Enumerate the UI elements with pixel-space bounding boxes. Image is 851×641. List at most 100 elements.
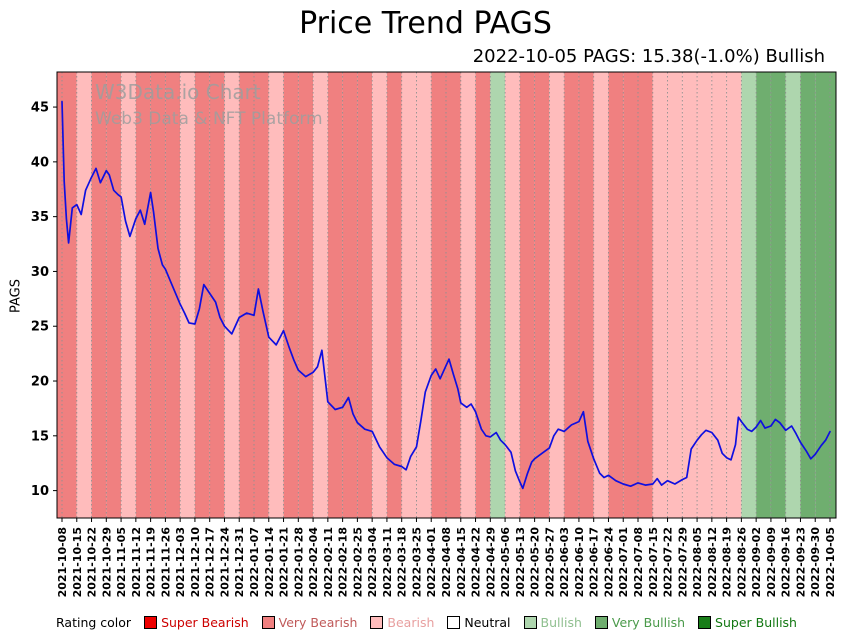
- rating-band: [578, 72, 594, 518]
- rating-band: [549, 72, 565, 518]
- super-bullish-swatch-icon: [698, 616, 712, 629]
- x-tick-label: 2022-04-22: [470, 527, 483, 597]
- legend-item-label: Super Bullish: [715, 615, 797, 630]
- x-tick-label: 2022-09-09: [765, 527, 778, 597]
- x-tick-label: 2022-02-25: [351, 527, 364, 597]
- rating-band: [342, 72, 358, 518]
- rating-band: [505, 72, 520, 518]
- x-tick-label: 2022-01-28: [292, 527, 305, 597]
- legend-item-label: Very Bullish: [611, 615, 686, 630]
- legend-item-very-bullish: Very Bullish: [594, 615, 686, 630]
- x-tick-label: 2022-08-12: [706, 527, 719, 597]
- rating-band: [667, 72, 683, 518]
- x-tick-label: 2022-06-24: [602, 527, 615, 598]
- rating-band: [254, 72, 269, 518]
- rating-band: [711, 72, 727, 518]
- x-tick-label: 2022-02-04: [307, 527, 320, 598]
- x-tick-label: 2022-05-20: [529, 527, 542, 598]
- x-tick-label: 2022-09-30: [809, 527, 822, 598]
- rating-band: [76, 72, 92, 518]
- rating-band: [180, 72, 195, 518]
- neutral-swatch-icon: [447, 616, 461, 629]
- y-tick-label: 15: [31, 429, 49, 444]
- bearish-swatch-icon: [370, 616, 384, 629]
- x-tick-label: 2022-09-02: [750, 527, 763, 597]
- x-tick-label: 2022-04-15: [455, 527, 468, 597]
- x-tick-label: 2022-07-08: [632, 527, 645, 597]
- x-tick-label: 2021-12-17: [204, 527, 217, 597]
- x-tick-label: 2022-02-11: [322, 527, 335, 597]
- x-tick-label: 2021-12-31: [233, 527, 246, 597]
- x-tick-label: 2022-03-18: [396, 527, 409, 597]
- x-tick-label: 2022-05-13: [514, 527, 527, 597]
- bullish-swatch-icon: [523, 616, 537, 629]
- legend-item-label: Neutral: [464, 615, 511, 630]
- rating-band: [815, 72, 830, 518]
- rating-band: [91, 72, 107, 518]
- x-tick-label: 2022-01-07: [248, 527, 261, 597]
- page-title: Price Trend PAGS: [299, 6, 552, 41]
- x-tick-label: 2022-05-06: [499, 527, 512, 598]
- x-tick-label: 2022-10-05: [824, 527, 837, 597]
- y-tick-label: 10: [31, 484, 49, 499]
- x-tick-label: 2021-12-03: [174, 527, 187, 597]
- x-tick-label: 2022-07-01: [617, 527, 630, 597]
- x-tick-label: 2021-10-08: [56, 527, 69, 597]
- rating-band: [401, 72, 417, 518]
- x-tick-label: 2022-04-01: [425, 527, 438, 597]
- x-tick-label: 2022-04-08: [440, 527, 453, 597]
- legend-item-label: Super Bearish: [161, 615, 249, 630]
- rating-band: [121, 72, 136, 518]
- x-tick-label: 2021-11-05: [115, 527, 128, 597]
- rating-band: [519, 72, 535, 518]
- rating-band: [446, 72, 461, 518]
- rating-band: [564, 72, 579, 518]
- rating-band: [224, 72, 240, 518]
- legend-item-super-bullish: Super Bullish: [698, 615, 797, 630]
- rating-legend: Rating color Super Bearish Very Bearish …: [56, 615, 836, 630]
- rating-band: [460, 72, 476, 518]
- legend-title: Rating color: [56, 615, 132, 630]
- x-tick-label: 2021-10-29: [100, 527, 113, 597]
- x-tick-label: 2022-06-03: [558, 527, 571, 597]
- rating-band: [697, 72, 712, 518]
- x-tick-label: 2021-12-24: [218, 527, 231, 598]
- x-tick-label: 2021-10-15: [71, 527, 84, 597]
- rating-band: [638, 72, 653, 518]
- y-tick-label: 40: [31, 155, 49, 170]
- rating-band: [135, 72, 151, 518]
- rating-band: [726, 72, 742, 518]
- price-line: [61, 100, 831, 490]
- x-tick-label: 2022-07-22: [662, 527, 675, 597]
- x-tick-label: 2022-08-19: [721, 527, 734, 597]
- x-tick-label: 2021-10-22: [86, 527, 99, 597]
- legend-item-label: Bullish: [540, 615, 582, 630]
- rating-band: [475, 72, 491, 518]
- rating-band: [431, 72, 446, 518]
- rating-band: [313, 72, 328, 518]
- super-bearish-swatch-icon: [144, 616, 158, 629]
- rating-band: [741, 72, 757, 518]
- x-tick-label: 2022-03-25: [410, 527, 423, 597]
- x-tick-label: 2021-11-12: [130, 527, 143, 597]
- rating-band: [593, 72, 609, 518]
- x-tick-label: 2022-01-21: [278, 527, 291, 597]
- x-tick-label: 2022-08-26: [735, 527, 748, 598]
- rating-band: [62, 72, 77, 518]
- x-tick-label: 2022-02-18: [337, 527, 350, 597]
- rating-band: [268, 72, 284, 518]
- rating-band: [386, 72, 402, 518]
- rating-band: [623, 72, 638, 518]
- x-tick-label: 2022-08-05: [691, 527, 704, 597]
- rating-band: [490, 72, 506, 518]
- rating-band: [608, 72, 624, 518]
- legend-item-very-bearish: Very Bearish: [261, 615, 357, 630]
- rating-band: [652, 72, 668, 518]
- rating-band: [357, 72, 373, 518]
- rating-band: [800, 72, 816, 518]
- rating-band: [165, 72, 181, 518]
- rating-band: [416, 72, 432, 518]
- x-tick-label: 2022-07-29: [676, 527, 689, 597]
- rating-band: [283, 72, 299, 518]
- legend-item-bullish: Bullish: [523, 615, 582, 630]
